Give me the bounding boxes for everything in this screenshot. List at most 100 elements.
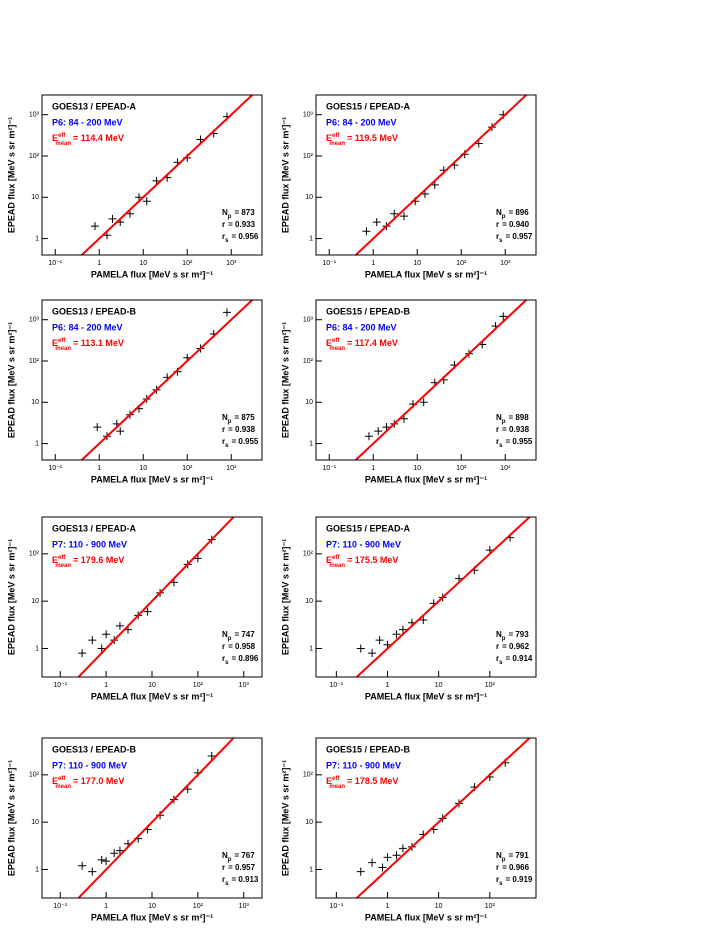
stat-sub: p: [228, 214, 232, 220]
energy-symbol: E: [52, 133, 58, 143]
stat-text: = 0.896: [231, 654, 258, 663]
stat-label: Np = 793: [496, 630, 529, 641]
panel-title: GOES15 / EPEAD-B: [326, 306, 411, 316]
y-tick-label: 10²: [29, 772, 40, 779]
data-point: [88, 636, 97, 645]
stat-text: = 0.940: [502, 220, 529, 229]
data-point: [362, 227, 371, 236]
stat-label: r = 0.938: [222, 425, 256, 434]
y-tick-label: 10: [305, 194, 313, 201]
y-tick-label: 1: [35, 866, 39, 873]
energy-sup: eff: [58, 555, 66, 561]
panel-title: GOES15 / EPEAD-B: [326, 744, 411, 754]
panel: 10⁻¹ 1 10 10² 10³ 1 10 10² PAMELA flux [MeV s sr…: [6, 516, 263, 701]
stat-sub: p: [502, 214, 506, 220]
energy-text: = 113.1 MeV: [73, 338, 124, 348]
energy-label: Eeff mean= 117.4 MeV: [326, 338, 398, 352]
channel-label: P6: 84 - 200 MeV: [326, 117, 397, 127]
fit-line: [355, 517, 532, 677]
stat-label: r = 0.958: [222, 642, 256, 651]
energy-label: Eeff mean= 178.5 MeV: [326, 776, 398, 790]
stat-sub: s: [499, 881, 503, 887]
x-tick-label: 10²: [182, 260, 193, 267]
channel-label: P7: 110 - 900 MeV: [326, 539, 401, 549]
stat-label: Np = 896: [496, 208, 529, 219]
x-axis-label: PAMELA flux [MeV s sr m²]⁻¹: [91, 474, 213, 484]
stat-label: Np = 767: [222, 851, 255, 862]
data-point: [390, 209, 399, 218]
stat-label: Np = 875: [222, 413, 255, 424]
data-point: [368, 858, 377, 867]
channel-label: P7: 110 - 900 MeV: [52, 539, 127, 549]
energy-sub: mean: [55, 141, 71, 147]
y-tick-label: 1: [309, 235, 313, 242]
energy-sub: mean: [55, 784, 71, 790]
y-tick-label: 10²: [29, 358, 40, 365]
y-tick-label: 10³: [29, 317, 40, 324]
x-tick-label: 10³: [239, 682, 250, 689]
plot-area: [354, 300, 528, 460]
y-tick-label: 1: [309, 440, 313, 447]
x-tick-label: 10⁻¹: [329, 682, 343, 689]
data-point: [375, 636, 384, 645]
channel-label: P7: 110 - 900 MeV: [326, 760, 401, 770]
frame: [41, 94, 263, 256]
panel-title: GOES13 / EPEAD-A: [52, 101, 137, 111]
x-tick-label: 10⁻¹: [53, 903, 67, 910]
energy-label: Eeff mean= 114.4 MeV: [52, 133, 124, 147]
x-tick-label: 10: [139, 260, 147, 267]
x-tick-label: 10²: [193, 903, 204, 910]
panel-title: GOES13 / EPEAD-B: [52, 306, 137, 316]
stat-symbol: r: [496, 863, 499, 872]
stat-symbol: r: [496, 654, 499, 663]
plot-area: [80, 300, 254, 460]
panel: 10⁻¹ 1 10 10² 1 10 10² PAMELA flux [MeV s sr m²…: [280, 516, 537, 701]
data-point: [142, 197, 151, 206]
panel: 10⁻¹ 1 10 10² 10³ 1 10 10² PAMELA flux [MeV s sr…: [6, 737, 263, 922]
stat-label: rs = 0.957: [496, 232, 533, 243]
stat-label: Np = 873: [222, 208, 255, 219]
data-point: [392, 851, 401, 860]
stat-text: = 0.938: [502, 425, 529, 434]
data-point: [102, 630, 111, 639]
y-tick-label: 10²: [303, 153, 314, 160]
y-tick-label: 10: [31, 194, 39, 201]
data-point: [88, 867, 97, 876]
x-tick-label: 10²: [456, 465, 467, 472]
stat-text: = 0.957: [505, 232, 532, 241]
y-tick-label: 10: [31, 819, 39, 826]
data-point: [193, 554, 202, 563]
stat-label: r = 0.962: [496, 642, 530, 651]
x-tick-label: 10: [413, 465, 421, 472]
x-tick-label: 10: [413, 260, 421, 267]
data-point: [143, 607, 152, 616]
data-point: [116, 427, 125, 436]
y-tick-label: 10: [305, 598, 313, 605]
fit-line: [80, 300, 254, 460]
stat-text: = 0.955: [505, 437, 532, 446]
x-tick-label: 10⁻¹: [329, 903, 343, 910]
data-point: [102, 857, 111, 866]
data-point: [97, 644, 106, 653]
data-point: [108, 214, 117, 223]
x-tick-label: 1: [104, 903, 108, 910]
stat-symbol: N: [496, 630, 502, 639]
energy-text: = 178.5 MeV: [347, 776, 398, 786]
y-tick-label: 10²: [29, 551, 40, 558]
energy-symbol: E: [326, 555, 332, 565]
data-point: [400, 212, 408, 221]
stat-symbol: r: [222, 875, 225, 884]
stat-text: = 0.919: [505, 875, 532, 884]
x-tick-label: 10⁻¹: [322, 465, 336, 472]
x-tick-label: 10³: [226, 260, 237, 267]
energy-label: Eeff mean= 113.1 MeV: [52, 338, 124, 352]
data-point: [78, 861, 87, 870]
stat-text: = 747: [234, 630, 255, 639]
energy-sub: mean: [329, 563, 345, 569]
x-tick-label: 10⁻¹: [48, 465, 62, 472]
x-tick-label: 10: [435, 903, 443, 910]
stat-sub: s: [225, 443, 229, 449]
stat-sub: s: [499, 660, 503, 666]
stat-label: Np = 747: [222, 630, 255, 641]
